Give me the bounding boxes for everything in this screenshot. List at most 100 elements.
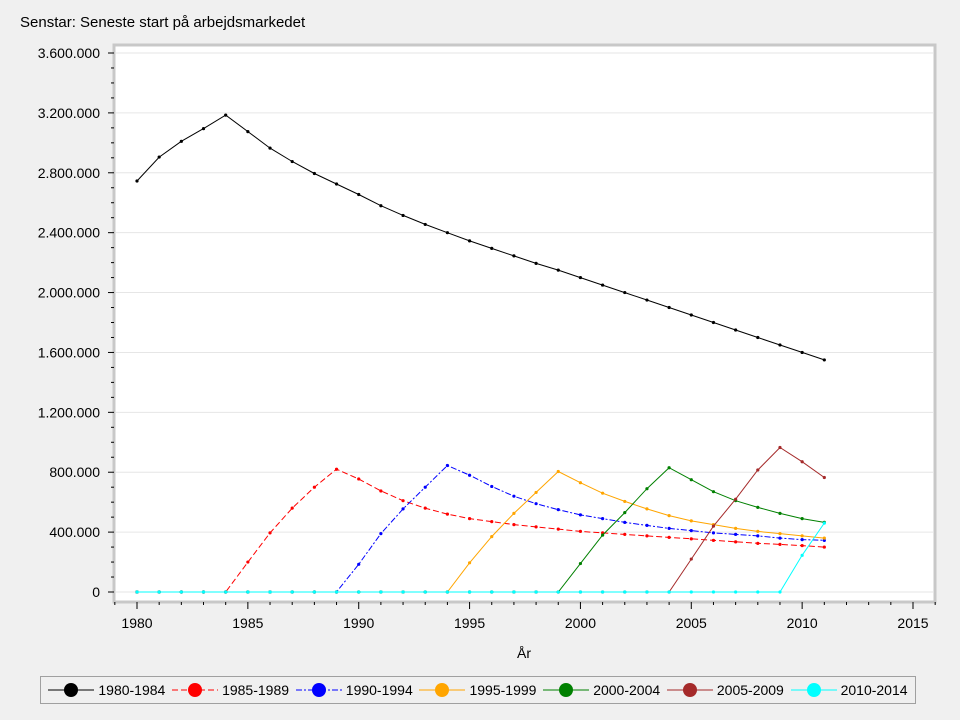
data-point <box>623 511 627 515</box>
data-point <box>556 469 560 474</box>
data-point <box>667 526 671 530</box>
data-point <box>534 490 538 495</box>
x-tick-label: 1980 <box>121 615 152 631</box>
data-point <box>135 590 139 594</box>
data-point <box>822 545 826 549</box>
data-point <box>534 502 538 506</box>
data-point <box>246 130 250 134</box>
data-point <box>445 512 449 516</box>
data-point <box>379 204 383 208</box>
data-point <box>601 533 605 537</box>
data-point <box>467 239 472 243</box>
series-1980-1984 <box>135 113 826 362</box>
y-tick-label: 2.000.000 <box>38 285 100 301</box>
data-point <box>512 254 516 258</box>
data-point <box>556 508 560 512</box>
y-axis: 0 400.000 800.000 1.200.000 1.600.000 2.000.0… <box>38 45 114 600</box>
legend-marker <box>435 683 450 697</box>
data-point <box>556 268 560 272</box>
data-point <box>490 520 494 524</box>
data-point <box>756 335 760 340</box>
data-point <box>711 524 716 528</box>
data-point <box>689 557 693 561</box>
data-point <box>778 343 782 347</box>
data-point <box>800 534 804 538</box>
data-point <box>467 473 472 477</box>
data-point <box>290 590 294 594</box>
y-tick-label: 3.200.000 <box>38 105 100 121</box>
data-point <box>800 460 804 464</box>
data-point <box>423 506 427 510</box>
data-point <box>800 543 804 548</box>
data-point <box>490 535 494 539</box>
data-point <box>467 517 472 521</box>
y-tick-label: 2.800.000 <box>38 165 100 181</box>
data-point <box>711 531 716 535</box>
data-point <box>601 491 605 495</box>
data-point <box>667 590 671 594</box>
data-point <box>756 529 760 533</box>
data-point <box>179 139 183 143</box>
legend-label: 1990-1994 <box>345 682 413 698</box>
data-point <box>401 499 405 503</box>
data-point <box>224 113 228 117</box>
legend-swatch <box>666 683 713 697</box>
legend-item: 1980-1984 <box>48 681 165 699</box>
data-point <box>601 590 605 594</box>
data-point <box>556 590 560 594</box>
legend-swatch <box>48 683 95 697</box>
data-point <box>734 532 738 536</box>
data-point <box>290 506 294 510</box>
data-point <box>623 590 627 594</box>
data-point <box>357 477 361 481</box>
data-point <box>357 562 361 566</box>
data-point <box>711 320 716 325</box>
data-point <box>645 487 649 491</box>
data-point <box>179 590 183 594</box>
data-point <box>822 538 826 542</box>
legend-item: 2000-2004 <box>543 681 660 699</box>
series-2010-2014 <box>135 521 826 594</box>
data-point <box>534 525 538 529</box>
data-point <box>534 261 538 265</box>
data-point <box>246 560 250 564</box>
data-point <box>645 298 649 302</box>
data-point <box>756 534 760 538</box>
data-point <box>778 532 782 536</box>
data-point <box>490 484 494 489</box>
data-point <box>556 527 560 531</box>
data-point <box>379 489 383 493</box>
y-tick-label: 0 <box>92 584 100 600</box>
data-point <box>512 511 516 515</box>
data-point <box>268 531 272 535</box>
legend-swatch <box>172 683 219 697</box>
data-point <box>756 590 760 594</box>
data-point <box>689 313 693 317</box>
data-point <box>445 463 449 468</box>
data-point <box>601 283 605 287</box>
data-point <box>645 534 649 538</box>
data-point <box>734 540 738 544</box>
data-point <box>667 305 671 310</box>
data-point <box>822 536 826 540</box>
legend-label: 2000-2004 <box>593 682 661 698</box>
data-point <box>822 358 826 362</box>
legend-label: 1985-1989 <box>222 682 290 698</box>
data-point <box>423 485 427 489</box>
x-tick-label: 2005 <box>676 615 707 631</box>
data-point <box>645 590 649 594</box>
data-point <box>800 537 804 542</box>
series-line <box>137 522 825 593</box>
x-tick-label: 1990 <box>343 615 374 631</box>
data-point <box>756 468 760 472</box>
data-point <box>157 155 161 159</box>
y-tick-label: 1.200.000 <box>38 404 100 420</box>
data-point <box>467 590 472 594</box>
data-point <box>246 590 250 594</box>
data-point <box>578 561 583 566</box>
legend-label: 2005-2009 <box>716 682 784 698</box>
series-layer <box>135 113 826 594</box>
data-point <box>778 542 782 546</box>
data-point <box>778 590 782 594</box>
series-line <box>137 468 825 593</box>
